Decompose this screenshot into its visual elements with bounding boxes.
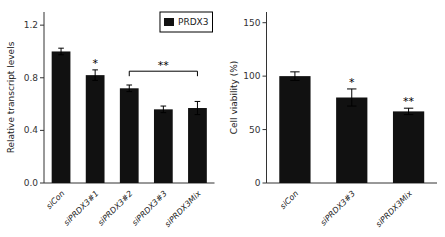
marks bbox=[279, 72, 424, 183]
y-tick-label: 100 bbox=[243, 71, 260, 81]
y-tick bbox=[40, 77, 44, 78]
legend: PRDX3 bbox=[160, 12, 213, 32]
bar bbox=[52, 51, 71, 183]
y-tick bbox=[40, 25, 44, 26]
y-axis-line bbox=[266, 12, 267, 183]
y-tick-label: 0.0 bbox=[24, 178, 39, 188]
bar bbox=[120, 88, 139, 183]
x-tick-label: siCon bbox=[45, 189, 67, 211]
significance-label: * bbox=[349, 76, 355, 89]
x-tick-label: siPRDX3Mix bbox=[374, 189, 414, 229]
legend-frame bbox=[160, 12, 213, 32]
x-tick-label: siPRDX3#1 bbox=[62, 189, 100, 227]
legend-swatch bbox=[164, 18, 174, 26]
x-tick-label: siPRDX3#2 bbox=[96, 189, 134, 227]
error-bar bbox=[347, 89, 356, 106]
error-bar bbox=[290, 72, 299, 81]
bar bbox=[188, 108, 207, 183]
error-bar bbox=[195, 101, 201, 114]
x-tick-label: siPRDX3#3 bbox=[319, 189, 357, 227]
y-tick-label: 1.2 bbox=[24, 20, 38, 30]
y-tick bbox=[263, 129, 267, 130]
figure: 0.0 0.4 0.8 1.2 Relative transcript levels si… bbox=[0, 0, 445, 237]
bar bbox=[279, 76, 310, 183]
x-tick-label: siPRDX3Mix bbox=[163, 189, 203, 229]
y-tick-label: 150 bbox=[243, 18, 260, 28]
y-axis-label: Cell viability (%) bbox=[229, 61, 239, 135]
y-tick-label: 0 bbox=[255, 178, 261, 188]
error-bar bbox=[126, 85, 132, 92]
y-tick bbox=[40, 183, 44, 184]
y-tick-label: 0.4 bbox=[24, 125, 39, 135]
y-tick bbox=[263, 183, 267, 184]
error-bar bbox=[161, 106, 167, 113]
error-bar bbox=[92, 70, 98, 81]
y-tick-label: 50 bbox=[249, 125, 261, 135]
chart: 0 50 100 150 Cell viability (%) siCon siPRDX3#… bbox=[229, 12, 438, 229]
bar bbox=[393, 111, 424, 183]
legend-label: PRDX3 bbox=[178, 17, 209, 27]
significance-label: ** bbox=[403, 95, 415, 108]
y-tick-label: 0.8 bbox=[24, 73, 39, 83]
bar bbox=[154, 109, 173, 183]
bar bbox=[336, 98, 367, 184]
marks bbox=[52, 48, 207, 183]
error-bar bbox=[404, 108, 413, 114]
x-tick-label: siCon bbox=[278, 189, 300, 211]
bar bbox=[86, 75, 105, 183]
error-bar bbox=[58, 48, 64, 55]
significance-label: * bbox=[92, 57, 98, 70]
y-tick bbox=[263, 22, 267, 23]
y-axis-line bbox=[44, 12, 45, 183]
y-tick bbox=[263, 76, 267, 77]
chart: 0.0 0.4 0.8 1.2 Relative transcript levels si… bbox=[6, 12, 215, 229]
y-tick bbox=[40, 130, 44, 131]
bracket-label: ** bbox=[158, 59, 170, 72]
y-axis-label: Relative transcript levels bbox=[6, 41, 16, 153]
